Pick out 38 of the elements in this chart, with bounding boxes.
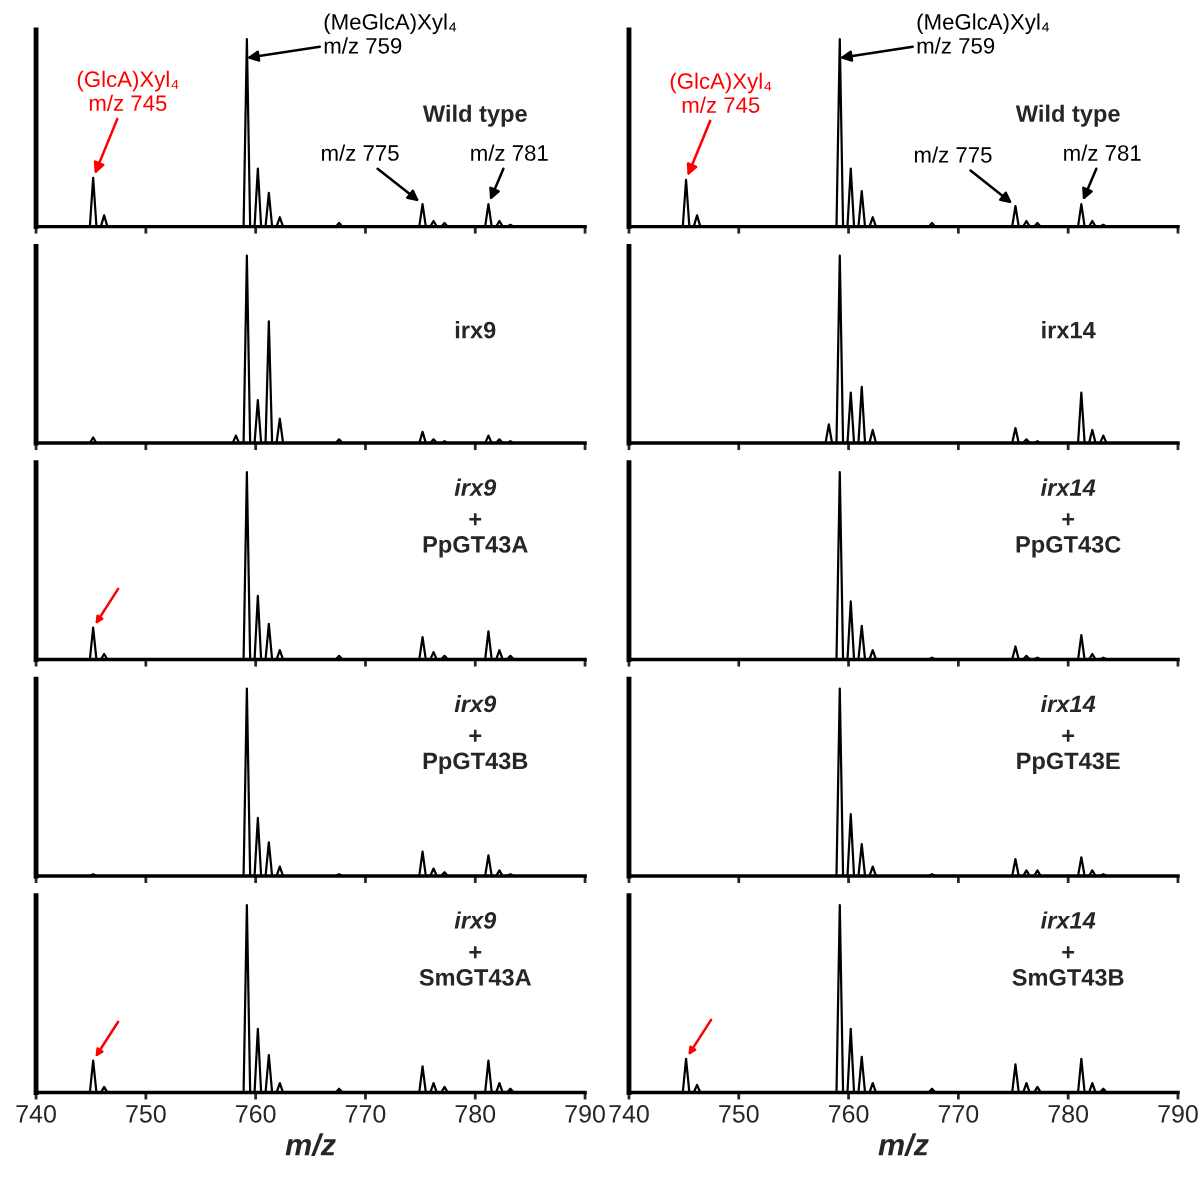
x-tick-label: 740 [16,1104,56,1123]
x-tick-label: 770 [345,1104,386,1123]
chart-title: irx9 [454,911,497,929]
x-axis-title: m/z [285,1133,336,1156]
text: Wild type [422,104,527,127]
annotation: (GlcA)Xyl₄ m/z 745 [670,72,772,113]
annotation: m/z 781 [471,144,548,161]
x-tick-label: 770 [938,1104,979,1123]
annotation: (GlcA)Xyl₄ m/z 745 [77,70,179,112]
chart-title: irx14 [1040,695,1096,713]
x-tick-label: 780 [455,1104,496,1123]
annotation: (MeGlcA)Xyl₄ m/z 759 [324,13,457,54]
chart-title: irx14 [1040,911,1096,929]
annotation: m/z 781 [1064,144,1141,161]
x-tick-label: 790 [565,1104,605,1123]
x-tick-label: 750 [126,1104,166,1123]
text: + PpGT43A [423,513,528,558]
x-tick-label: 760 [236,1104,276,1123]
x-tick-label: 760 [828,1104,869,1123]
annotation: m/z 775 [322,144,399,161]
text: + PpGT43C [1016,513,1121,558]
x-tick-label: 750 [719,1104,759,1123]
x-tick-label: 790 [1158,1104,1198,1123]
text: irx14 [1042,321,1096,339]
x-tick-label: 780 [1048,1104,1089,1123]
x-axis-title: m/z [878,1133,929,1156]
text: + PpGT43B [423,729,528,774]
chart-title: irx14 [1040,478,1096,496]
annotation: m/z 775 [914,146,992,163]
text: Wild type [1015,104,1120,127]
chart-title: irx9 [454,478,497,496]
chart-title: irx9 [454,695,497,713]
text: + PpGT43E [1017,729,1120,774]
text: + SmGT43A [419,946,532,986]
text: irx9 [455,321,496,339]
text: + SmGT43B [1012,946,1124,986]
annotation: (MeGlcA)Xyl₄ m/z 759 [917,13,1050,54]
x-tick-label: 740 [609,1104,649,1123]
